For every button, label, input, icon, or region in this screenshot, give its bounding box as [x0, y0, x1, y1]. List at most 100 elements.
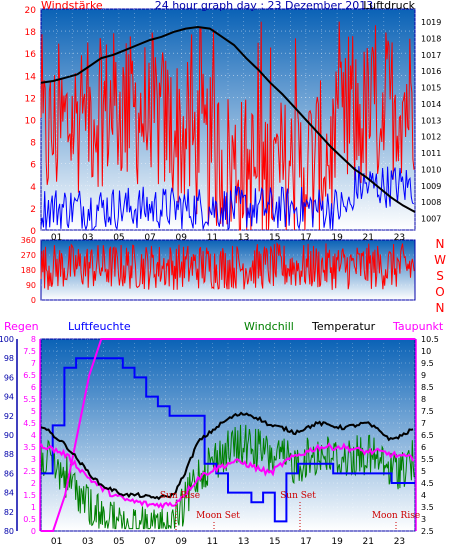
tick-label-humidity: 96 [4, 373, 14, 382]
x-tick-label: 23 [394, 233, 405, 243]
tick-label-humidity: 100 [0, 335, 14, 344]
tick-label-direction: 360 [21, 236, 36, 245]
x-tick-label: 17 [300, 233, 311, 243]
tick-label-rain: 7.5 [23, 347, 36, 356]
x-tick-label: 07 [144, 233, 155, 243]
tick-label-wind: 14 [25, 72, 37, 82]
x-tick-label: 03 [82, 233, 93, 243]
tick-label-direction: 0 [31, 296, 36, 305]
tick-label-temperature: 10.5 [421, 335, 439, 344]
astro-annotation: Moon Rise [372, 511, 420, 521]
tick-label-rain: 5 [31, 407, 36, 416]
x-tick-label: 19 [331, 537, 343, 547]
tick-label-rain: 5.5 [23, 395, 36, 404]
astro-annotation: Sun Set [280, 491, 316, 501]
tick-label-pressure: 1017 [421, 51, 441, 60]
tick-label-humidity: 88 [4, 450, 14, 459]
tick-label-pressure: 1009 [421, 182, 441, 191]
x-tick-label: 09 [176, 537, 188, 547]
tick-label-humidity: 86 [4, 469, 14, 478]
tick-label-pressure: 1008 [421, 198, 441, 207]
x-tick-label: 03 [82, 537, 93, 547]
tick-label-rain: 0.5 [23, 515, 36, 524]
compass-label: W [434, 253, 446, 267]
tick-label-temperature: 3 [421, 515, 426, 524]
x-tick-label: 07 [144, 537, 155, 547]
legend-taupunkt: Taupunkt [392, 320, 444, 333]
tick-label-temperature: 7 [421, 419, 426, 428]
tick-label-humidity: 94 [4, 393, 14, 402]
x-tick-label: 05 [113, 233, 124, 243]
tick-label-pressure: 1012 [421, 133, 441, 142]
tick-label-humidity: 82 [4, 508, 14, 517]
tick-label-direction: 270 [21, 251, 36, 260]
tick-label-pressure: 1019 [421, 18, 441, 27]
astro-annotation: Sun Rise [160, 491, 200, 501]
wind-speed-line [40, 21, 415, 231]
tick-label-humidity: 98 [4, 354, 14, 363]
tick-label-pressure: 1014 [421, 100, 441, 109]
tick-label-direction: 180 [21, 266, 36, 275]
tick-label-temperature: 5 [421, 467, 426, 476]
wind-direction-line [40, 241, 415, 290]
tick-label-temperature: 3.5 [421, 503, 434, 512]
tick-label-temperature: 4 [421, 491, 426, 500]
tick-label-rain: 6.5 [23, 371, 36, 380]
tick-label-wind: 16 [25, 50, 37, 60]
tick-label-pressure: 1015 [421, 84, 441, 93]
tick-label-rain: 8 [31, 335, 36, 344]
tick-label-humidity: 84 [4, 489, 14, 498]
legend-regen: Regen [4, 320, 39, 333]
tick-label-humidity: 90 [4, 431, 14, 440]
tick-label-pressure: 1016 [421, 67, 441, 76]
pressure-label: Luftdruck [363, 0, 415, 12]
compass-label: S [436, 269, 444, 283]
tick-label-temperature: 10 [421, 347, 431, 356]
temperature-line [40, 411, 414, 501]
tick-label-rain: 2 [31, 479, 36, 488]
compass-label: O [435, 285, 444, 299]
tick-label-pressure: 1007 [421, 215, 441, 224]
tick-label-wind: 10 [25, 117, 37, 127]
x-tick-label: 01 [51, 233, 62, 243]
x-tick-label: 11 [207, 537, 218, 547]
compass-label: N [436, 301, 445, 315]
rain-line [41, 338, 415, 532]
tick-label-pressure: 1018 [421, 34, 441, 43]
tick-label-wind: 12 [25, 94, 36, 104]
tick-label-temperature: 5.5 [421, 455, 434, 464]
tick-label-rain: 6 [31, 383, 36, 392]
tick-label-rain: 1 [31, 503, 36, 512]
tick-label-temperature: 8 [421, 395, 426, 404]
x-tick-label: 11 [207, 233, 218, 243]
pressure-line [40, 25, 416, 213]
tick-label-humidity: 80 [4, 527, 14, 536]
x-tick-label: 09 [176, 233, 188, 243]
tick-label-temperature: 2.5 [421, 527, 434, 536]
tick-label-rain: 2.5 [23, 467, 36, 476]
tick-label-pressure: 1010 [421, 165, 441, 174]
x-tick-label: 01 [51, 537, 62, 547]
tick-label-direction: 90 [26, 281, 36, 290]
x-tick-label: 21 [363, 537, 374, 547]
tick-label-pressure: 1011 [421, 149, 441, 158]
tick-label-temperature: 4.5 [421, 479, 434, 488]
tick-label-temperature: 6.5 [421, 431, 434, 440]
tick-label-rain: 3 [31, 455, 36, 464]
x-tick-label: 23 [394, 537, 405, 547]
x-tick-label: 15 [269, 537, 280, 547]
tick-label-temperature: 9 [421, 371, 426, 380]
humidity-line [41, 357, 415, 523]
tick-label-rain: 4 [31, 431, 36, 440]
x-tick-label: 17 [300, 537, 311, 547]
tick-label-humidity: 92 [4, 412, 14, 421]
tick-label-rain: 3.5 [23, 443, 36, 452]
tick-label-temperature: 7.5 [421, 407, 434, 416]
tick-label-pressure: 1013 [421, 116, 441, 125]
tick-label-wind: 0 [30, 227, 36, 237]
tick-label-temperature: 6 [421, 443, 426, 452]
tick-label-wind: 18 [25, 28, 37, 38]
x-tick-label: 13 [238, 537, 249, 547]
